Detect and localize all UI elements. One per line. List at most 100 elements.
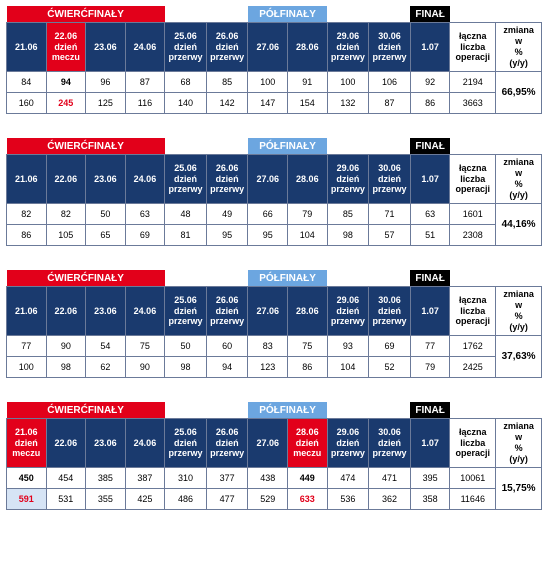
data-cell: 94 (46, 72, 86, 93)
col-header: 24.06 (125, 155, 165, 204)
data-cell: 147 (248, 93, 288, 114)
data-cell: 477 (206, 489, 248, 510)
data-cell: 71 (369, 204, 411, 225)
stage-semifinals: PÓŁFINAŁY (248, 270, 327, 287)
table-row: 7790547550608375936977176237,63% (7, 336, 542, 357)
data-cell: 633 (288, 489, 328, 510)
data-cell: 2308 (450, 225, 496, 246)
stage-semifinals: PÓŁFINAŁY (248, 138, 327, 155)
data-cell: 100 (7, 357, 47, 378)
data-cell: 85 (327, 204, 369, 225)
data-cell: 11646 (450, 489, 496, 510)
col-header-pct: zmianaw%(y/y) (496, 23, 542, 72)
col-header: 30.06dzieńprzerwy (369, 287, 411, 336)
data-cell: 377 (206, 468, 248, 489)
data-cell: 95 (206, 225, 248, 246)
col-header: 24.06 (125, 287, 165, 336)
table-row: 8610565698195951049857512308 (7, 225, 542, 246)
col-header: 24.06 (125, 23, 165, 72)
table-row: 10098629098941238610452792425 (7, 357, 542, 378)
col-header: 25.06dzieńprzerwy (165, 287, 207, 336)
data-cell: 1762 (450, 336, 496, 357)
data-cell: 75 (125, 336, 165, 357)
col-header: 30.06dzieńprzerwy (369, 23, 411, 72)
col-header: 23.06 (86, 23, 126, 72)
col-header-total: łącznaliczbaoperacji (450, 287, 496, 336)
data-cell: 454 (46, 468, 86, 489)
col-header: 29.06dzieńprzerwy (327, 287, 369, 336)
data-cell: 474 (327, 468, 369, 489)
col-header: 26.06dzieńprzerwy (206, 419, 248, 468)
data-cell: 54 (86, 336, 126, 357)
data-cell: 91 (288, 72, 328, 93)
data-cell: 310 (165, 468, 207, 489)
data-cell: 60 (206, 336, 248, 357)
data-cell: 140 (165, 93, 207, 114)
data-cell: 95 (248, 225, 288, 246)
col-header: 24.06 (125, 419, 165, 468)
col-header: 28.06 (288, 155, 328, 204)
data-cell: 77 (7, 336, 47, 357)
col-header: 23.06 (86, 419, 126, 468)
data-cell: 531 (46, 489, 86, 510)
table-row: 16024512511614014214715413287863663 (7, 93, 542, 114)
col-header: 22.06 (46, 287, 86, 336)
table-row: 4504543853873103774384494744713951006115… (7, 468, 542, 489)
col-header: 1.07 (410, 23, 450, 72)
data-cell: 63 (410, 204, 450, 225)
data-cell: 2194 (450, 72, 496, 93)
data-cell: 79 (410, 357, 450, 378)
data-cell: 142 (206, 93, 248, 114)
data-cell: 69 (125, 225, 165, 246)
data-cell: 449 (288, 468, 328, 489)
data-cell: 93 (327, 336, 369, 357)
col-header: 30.06dzieńprzerwy (369, 419, 411, 468)
stage-quarterfinals: ĆWIERĆFINAŁY (7, 270, 165, 287)
data-cell: 82 (7, 204, 47, 225)
col-header: 21.06 (7, 23, 47, 72)
data-cell: 536 (327, 489, 369, 510)
col-header: 26.06dzieńprzerwy (206, 23, 248, 72)
data-cell: 68 (165, 72, 207, 93)
col-header-total: łącznaliczbaoperacji (450, 23, 496, 72)
data-cell: 57 (369, 225, 411, 246)
data-cell: 98 (165, 357, 207, 378)
data-cell: 154 (288, 93, 328, 114)
col-header: 23.06 (86, 155, 126, 204)
data-cell: 486 (165, 489, 207, 510)
data-cell: 49 (206, 204, 248, 225)
bracket-table: ĆWIERĆFINAŁYPÓŁFINAŁYFINAŁ21.06dzieńmecz… (6, 402, 542, 510)
data-cell: 10061 (450, 468, 496, 489)
col-header: 21.06 (7, 287, 47, 336)
data-cell: 362 (369, 489, 411, 510)
data-cell: 86 (288, 357, 328, 378)
col-header: 22.06 (46, 419, 86, 468)
col-header-pct: zmianaw%(y/y) (496, 419, 542, 468)
pct-cell: 15,75% (496, 468, 542, 510)
data-cell: 160 (7, 93, 47, 114)
data-cell: 92 (410, 72, 450, 93)
data-cell: 438 (248, 468, 288, 489)
table-row: 59153135542548647752963353636235811646 (7, 489, 542, 510)
data-cell: 3663 (450, 93, 496, 114)
data-cell: 52 (369, 357, 411, 378)
data-cell: 98 (327, 225, 369, 246)
col-header: 30.06dzieńprzerwy (369, 155, 411, 204)
col-header: 1.07 (410, 287, 450, 336)
bracket-table: ĆWIERĆFINAŁYPÓŁFINAŁYFINAŁ21.0622.0623.0… (6, 138, 542, 246)
data-cell: 116 (125, 93, 165, 114)
data-cell: 96 (86, 72, 126, 93)
col-header: 29.06dzieńprzerwy (327, 419, 369, 468)
stage-quarterfinals: ĆWIERĆFINAŁY (7, 6, 165, 23)
data-cell: 245 (46, 93, 86, 114)
table-row: 8494968768851009110010692219466,95% (7, 72, 542, 93)
col-header-pct: zmianaw%(y/y) (496, 155, 542, 204)
col-header: 25.06dzieńprzerwy (165, 419, 207, 468)
data-cell: 100 (327, 72, 369, 93)
col-header-total: łącznaliczbaoperacji (450, 419, 496, 468)
data-cell: 358 (410, 489, 450, 510)
stage-final: FINAŁ (410, 138, 450, 155)
data-cell: 98 (46, 357, 86, 378)
data-cell: 90 (125, 357, 165, 378)
data-cell: 86 (410, 93, 450, 114)
